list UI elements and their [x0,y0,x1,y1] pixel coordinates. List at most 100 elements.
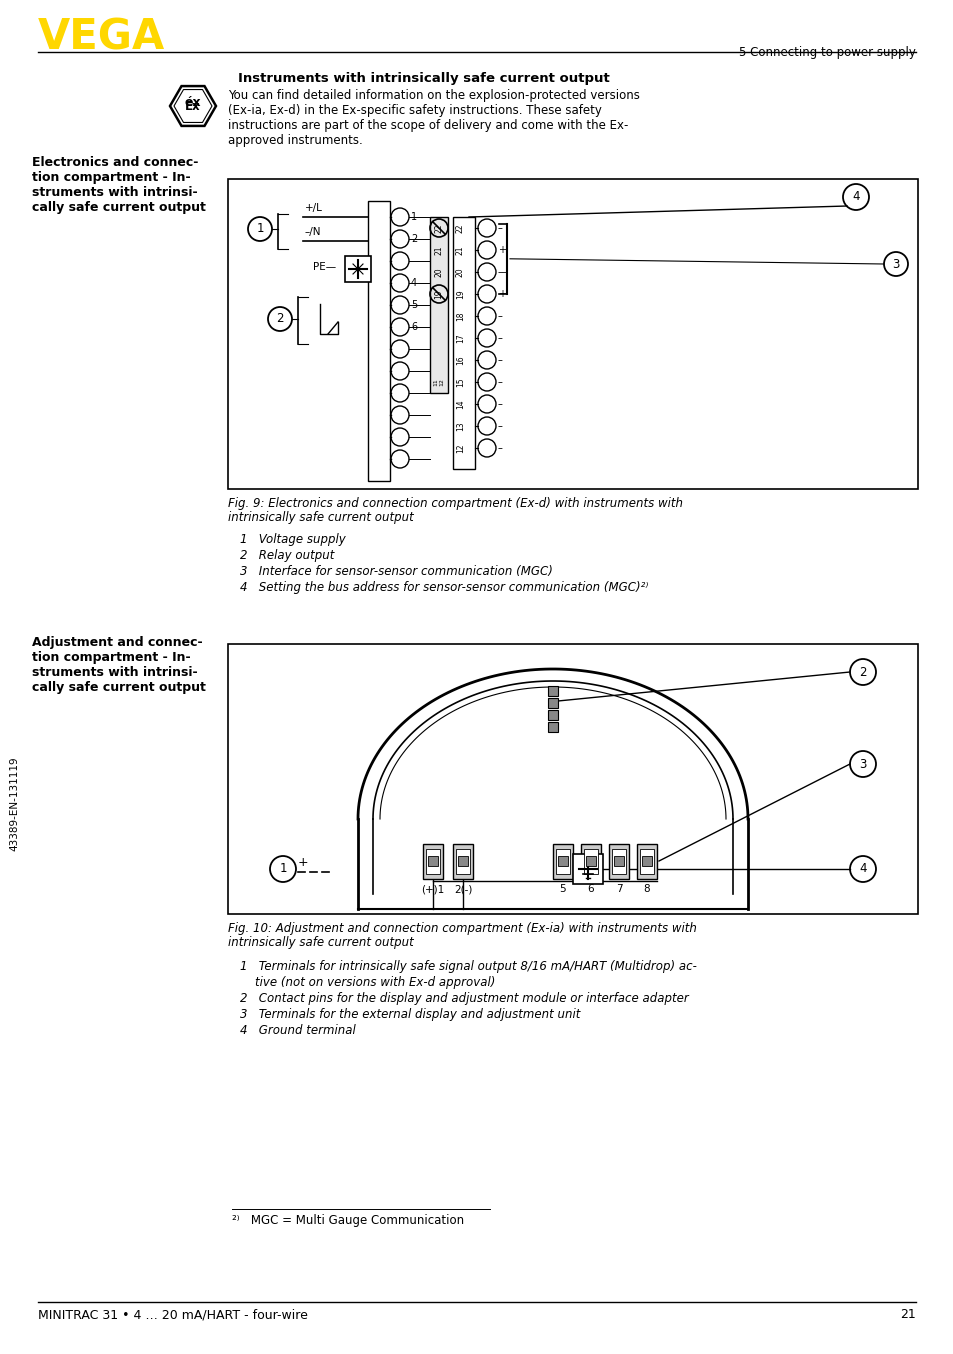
Bar [547,699,558,708]
Text: 20: 20 [434,267,443,276]
Text: –: – [497,223,502,233]
Text: 4: 4 [411,278,416,288]
Text: cally safe current output: cally safe current output [32,200,206,214]
Bar [556,849,569,873]
Text: 4   Setting the bus address for sensor-sensor communication (MGC)²⁾: 4 Setting the bus address for sensor-sen… [240,581,648,594]
Text: 7: 7 [615,884,621,894]
Text: –: – [497,399,502,409]
Text: Ex: Ex [185,99,200,112]
Text: –: – [497,333,502,343]
Bar [228,645,917,914]
Text: intrinsically safe current output: intrinsically safe current output [228,510,414,524]
Bar [430,217,448,393]
Text: 3   Interface for sensor-sensor communication (MGC): 3 Interface for sensor-sensor communicat… [240,565,553,578]
Bar [580,844,600,879]
Text: 22: 22 [456,223,464,233]
Text: Adjustment and connec-: Adjustment and connec- [32,636,202,649]
Text: Electronics and connec-: Electronics and connec- [32,156,198,169]
Text: 8: 8 [643,884,650,894]
Bar [426,849,439,873]
Text: +: + [497,288,505,299]
Bar [428,856,437,867]
Text: 1   Terminals for intrinsically safe signal output 8/16 mA/HART (Multidrop) ac-: 1 Terminals for intrinsically safe signa… [240,960,696,974]
Text: 1: 1 [411,213,416,222]
Bar [583,849,598,873]
Text: 19: 19 [434,290,443,299]
Text: Fig. 10: Adjustment and connection compartment (Ex-ia) with instruments with: Fig. 10: Adjustment and connection compa… [228,922,696,936]
Text: 2(-): 2(-) [454,884,472,894]
Text: 17: 17 [456,333,464,343]
Text: 2: 2 [411,234,416,244]
Bar [639,849,654,873]
Bar [456,849,470,873]
Bar [422,844,442,879]
Text: 4   Ground terminal: 4 Ground terminal [240,1024,355,1037]
Bar [573,854,602,884]
Text: 2   Relay output: 2 Relay output [240,548,334,562]
Text: +: + [297,856,309,868]
Text: 2: 2 [859,666,866,678]
Text: 6: 6 [411,322,416,332]
Text: 5: 5 [559,884,566,894]
Bar [368,200,390,481]
Text: 16: 16 [456,355,464,364]
Bar [345,256,371,282]
Bar [612,849,625,873]
Text: 5: 5 [411,301,416,310]
Bar [637,844,657,879]
Bar [614,856,623,867]
Text: 21: 21 [900,1308,915,1322]
Text: 5 Connecting to power supply: 5 Connecting to power supply [739,46,915,60]
Text: Instruments with intrinsically safe current output: Instruments with intrinsically safe curr… [237,72,609,85]
Text: 3   Terminals for the external display and adjustment unit: 3 Terminals for the external display and… [240,1007,579,1021]
Bar [585,856,596,867]
Text: 4: 4 [859,862,866,876]
Text: Fig. 9: Electronics and connection compartment (Ex-d) with instruments with: Fig. 9: Electronics and connection compa… [228,497,682,510]
Text: –: – [497,443,502,454]
Text: +: + [497,245,505,255]
Text: You can find detailed information on the explosion-protected versions: You can find detailed information on the… [228,89,639,102]
Text: approved instruments.: approved instruments. [228,134,362,148]
Text: tive (not on versions with Ex-d approval): tive (not on versions with Ex-d approval… [240,976,495,988]
Text: ²⁾   MGC = Multi Gauge Communication: ²⁾ MGC = Multi Gauge Communication [232,1215,464,1227]
Bar [453,217,475,468]
Text: –: – [497,355,502,366]
Text: 14: 14 [456,399,464,409]
Text: 1: 1 [256,222,263,236]
Text: intrinsically safe current output: intrinsically safe current output [228,936,414,949]
Text: 18: 18 [456,311,464,321]
Text: –: – [497,421,502,431]
Text: 11
12: 11 12 [434,378,444,386]
Bar [608,844,628,879]
Text: (+)1: (+)1 [421,884,444,894]
Text: 3: 3 [859,757,865,770]
Bar [547,686,558,696]
Bar [553,844,573,879]
Text: instructions are part of the scope of delivery and come with the Ex-: instructions are part of the scope of de… [228,119,628,131]
Text: –: – [497,311,502,321]
Text: cally safe current output: cally safe current output [32,681,206,695]
Text: struments with intrinsi-: struments with intrinsi- [32,185,197,199]
Text: 12: 12 [456,443,464,452]
Text: ––: –– [497,267,507,278]
Text: struments with intrinsi-: struments with intrinsi- [32,666,197,678]
Text: 20: 20 [456,267,464,276]
Text: +/L: +/L [305,203,322,213]
Text: 4: 4 [851,191,859,203]
Text: 1   Voltage supply: 1 Voltage supply [240,533,345,546]
Text: 22: 22 [434,223,443,233]
Bar [547,722,558,733]
Text: 2   Contact pins for the display and adjustment module or interface adapter: 2 Contact pins for the display and adjus… [240,992,688,1005]
Text: 2: 2 [276,313,283,325]
Text: 13: 13 [456,421,464,431]
Text: éx: éx [185,96,201,108]
Bar [641,856,651,867]
Bar [453,844,473,879]
Text: VEGA: VEGA [38,16,165,58]
Text: 6: 6 [587,884,594,894]
Text: 43389-EN-131119: 43389-EN-131119 [9,757,19,852]
Bar [558,856,567,867]
Bar [228,179,917,489]
Text: (Ex-ia, Ex-d) in the Ex-specific safety instructions. These safety: (Ex-ia, Ex-d) in the Ex-specific safety … [228,104,601,116]
Text: PE—: PE— [313,263,335,272]
